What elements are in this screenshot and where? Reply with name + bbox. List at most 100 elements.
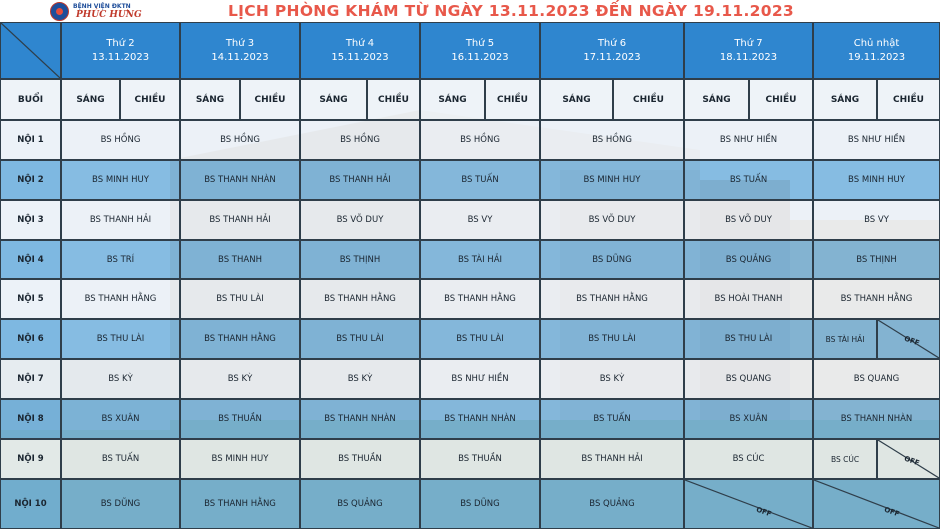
doctor-cell: BS THANH HẰNG (180, 479, 300, 529)
doctor-cell: BS VY (420, 200, 540, 240)
day-name: Thứ 2 (106, 37, 135, 49)
doctor-cell: BS TÀI HẢI (813, 319, 877, 359)
doctor-cell: BS KỲ (540, 359, 684, 399)
off-diagonal-line (878, 440, 939, 478)
doctor-cell: BS THANH HẢI (61, 200, 180, 240)
doctor-cell: BS THU LÀI (420, 319, 540, 359)
table-corner (0, 22, 61, 79)
doctor-cell: BS VÕ DUY (300, 200, 420, 240)
doctor-cell: BS THU LÀI (684, 319, 813, 359)
doctor-cell: BS KỲ (61, 359, 180, 399)
doctor-cell: BS VÕ DUY (684, 200, 813, 240)
doctor-name: BS TÀI HẢI (825, 334, 865, 344)
clinic-label: NỘI 10 (0, 479, 61, 529)
doctor-cell: BS XUÂN (684, 399, 813, 439)
day-date: 13.11.2023 (91, 51, 150, 63)
doctor-cell: BS NHƯ HIỀN (813, 120, 940, 160)
doctor-cell: BS MINH HUY (813, 160, 940, 200)
afternoon-label: CHIỀU (120, 79, 180, 120)
doctor-cell: BS THANH HẰNG (420, 279, 540, 319)
doctor-cell: BS THANH HẰNG (180, 319, 300, 359)
doctor-cell: BS HỒNG (61, 120, 180, 160)
day-date: 17.11.2023 (583, 51, 641, 63)
doctor-cell: BS QUANG (684, 359, 813, 399)
afternoon-label: CHIỀU (749, 79, 813, 120)
doctor-cell: BS TUẤN (684, 160, 813, 200)
off-cell: OFF (877, 319, 940, 359)
doctor-cell: BS DŨNG (61, 479, 180, 529)
doctor-cell: BS THANH HẰNG (813, 279, 940, 319)
doctor-cell: BS TUẤN (540, 399, 684, 439)
day-header: Thứ 2 13.11.2023 (61, 22, 180, 79)
day-name: Thứ 6 (597, 37, 627, 49)
clinic-label: NỘI 4 (0, 240, 61, 279)
day-header: Chủ nhật 19.11.2023 (813, 22, 940, 79)
clinic-label: NỘI 2 (0, 160, 61, 200)
doctor-name: BS CÚC (830, 454, 860, 464)
doctor-cell: BS HỒNG (540, 120, 684, 160)
off-cell: OFF (684, 479, 813, 529)
day-date: 15.11.2023 (331, 51, 389, 63)
clinic-label: NỘI 6 (0, 319, 61, 359)
day-name: Thứ 7 (734, 37, 763, 49)
afternoon-label: CHIỀU (877, 79, 940, 120)
doctor-cell: BS THU LÀI (300, 319, 420, 359)
day-header: Thứ 6 17.11.2023 (540, 22, 684, 79)
morning-label: SÁNG (420, 79, 485, 120)
morning-label: SÁNG (61, 79, 120, 120)
clinic-label: NỘI 1 (0, 120, 61, 160)
doctor-cell: BS THUẦN (300, 439, 420, 479)
doctor-cell: BS TUẤN (61, 439, 180, 479)
afternoon-label: CHIỀU (485, 79, 540, 120)
day-header: Thứ 5 16.11.2023 (420, 22, 540, 79)
hospital-name-line1: BỆNH VIỆN ĐKTN (73, 3, 131, 10)
doctor-cell: BS NHƯ HIỀN (420, 359, 540, 399)
doctor-cell: BS DŨNG (420, 479, 540, 529)
hospital-logo (50, 2, 69, 21)
doctor-cell: BS CÚC (684, 439, 813, 479)
doctor-cell: BS THANH HẢI (540, 439, 684, 479)
doctor-cell: BS QUẢNG (684, 240, 813, 279)
day-date: 14.11.2023 (211, 51, 269, 63)
doctor-cell: BS THANH HẰNG (300, 279, 420, 319)
session-label: BUỔI (0, 79, 61, 120)
clinic-label: NỘI 7 (0, 359, 61, 399)
doctor-cell: BS THUẦN (420, 439, 540, 479)
doctor-cell: BS VÕ DUY (540, 200, 684, 240)
off-diagonal-line (1, 23, 60, 78)
off-cell: OFF (813, 479, 940, 529)
day-header: Thứ 3 14.11.2023 (180, 22, 300, 79)
doctor-cell: BS MINH HUY (61, 160, 180, 200)
doctor-cell: BS CÚC (813, 439, 877, 479)
clinic-label: NỘI 9 (0, 439, 61, 479)
doctor-cell: BS HỒNG (180, 120, 300, 160)
off-diagonal-line (685, 480, 812, 528)
day-name: Thứ 3 (225, 37, 255, 49)
day-header: Thứ 7 18.11.2023 (684, 22, 813, 79)
doctor-cell: BS QUẢNG (300, 479, 420, 529)
page-title: LỊCH PHÒNG KHÁM TỪ NGÀY 13.11.2023 ĐẾN N… (228, 2, 795, 20)
doctor-cell: BS THANH HẢI (180, 200, 300, 240)
doctor-cell: BS MINH HUY (180, 439, 300, 479)
doctor-cell: BS TUẤN (420, 160, 540, 200)
day-date: 16.11.2023 (451, 51, 509, 63)
day-name: Thứ 5 (465, 37, 495, 49)
doctor-cell: BS HOÀI THANH (684, 279, 813, 319)
doctor-cell: BS THANH (180, 240, 300, 279)
doctor-cell: BS KỲ (300, 359, 420, 399)
morning-label: SÁNG (813, 79, 877, 120)
hospital-name-line2: PHÚC HƯNG (76, 10, 142, 20)
afternoon-label: CHIỀU (613, 79, 684, 120)
morning-label: SÁNG (540, 79, 613, 120)
doctor-cell: BS THU LÀI (540, 319, 684, 359)
doctor-cell: BS THANH NHÀN (180, 160, 300, 200)
doctor-cell: BS QUẢNG (540, 479, 684, 529)
morning-label: SÁNG (684, 79, 749, 120)
doctor-cell: BS MINH HUY (540, 160, 684, 200)
doctor-cell: BS DŨNG (540, 240, 684, 279)
clinic-label: NỘI 3 (0, 200, 61, 240)
doctor-cell: BS THU LÀI (180, 279, 300, 319)
header-bar: BỆNH VIỆN ĐKTN PHÚC HƯNG LỊCH PHÒNG KHÁM… (0, 0, 940, 22)
day-date: 19.11.2023 (847, 51, 906, 63)
off-diagonal-line (878, 320, 939, 358)
